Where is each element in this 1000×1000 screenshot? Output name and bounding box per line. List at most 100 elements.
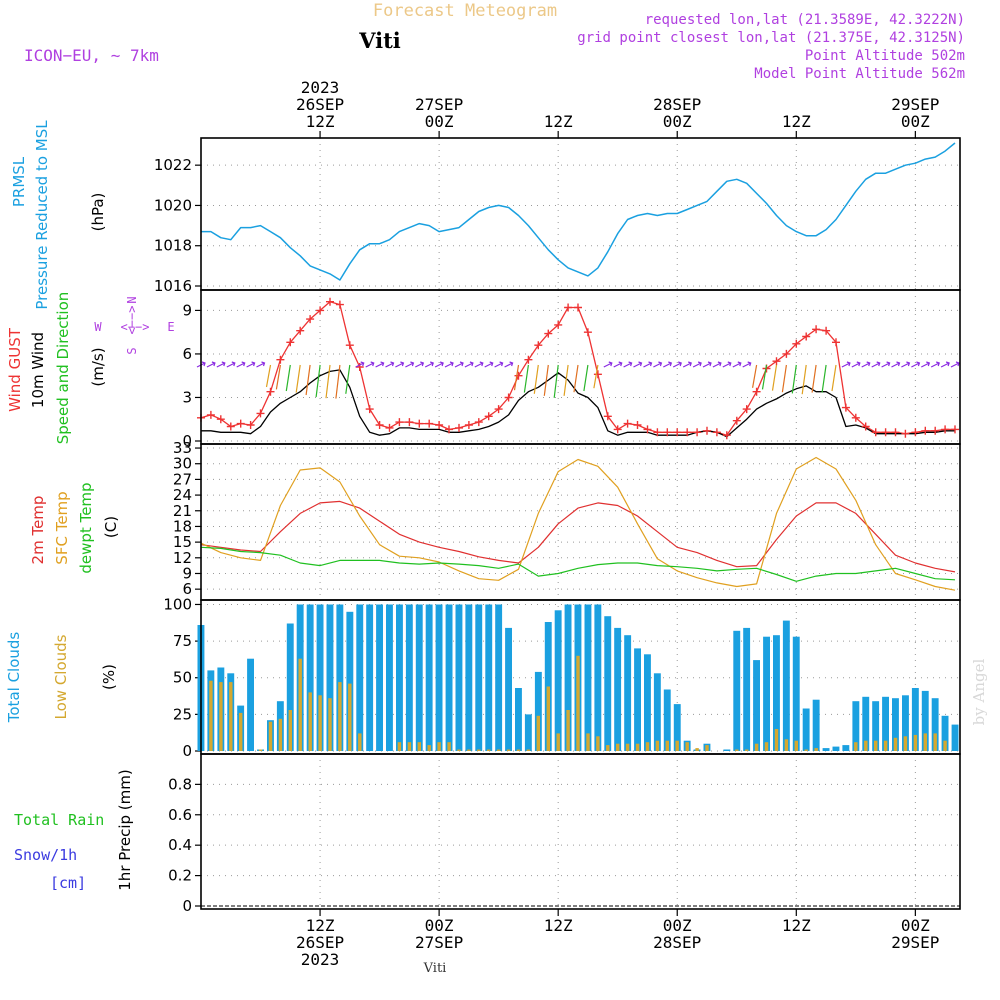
gust-marker <box>335 300 344 309</box>
gust-marker <box>802 332 811 341</box>
gust-marker <box>891 428 900 437</box>
total-cloud-bar <box>247 658 254 751</box>
direction-arrow <box>365 361 375 368</box>
direction-arrow <box>573 364 579 393</box>
temp-unit: (C) <box>102 516 120 538</box>
low-cloud-bar <box>754 743 759 751</box>
direction-arrow <box>355 361 365 368</box>
gust-label: Wind GUST <box>6 327 24 412</box>
total-cloud-bar <box>624 635 632 751</box>
total-cloud-bar <box>584 604 592 751</box>
total-cloud-bar <box>872 701 880 751</box>
gust-marker <box>901 429 910 438</box>
y-tick-label: 100 <box>163 595 192 613</box>
direction-arrow <box>781 364 787 393</box>
gust-marker <box>375 421 384 429</box>
direction-arrow <box>504 361 514 368</box>
direction-arrow <box>881 361 891 368</box>
total-cloud-bar <box>425 604 433 751</box>
gust-marker <box>236 419 245 428</box>
direction-arrow <box>692 361 702 368</box>
compass-rose: W <−−> E N <−−> S <box>94 296 174 354</box>
gust-marker <box>822 326 831 335</box>
direction-arrow <box>474 361 484 368</box>
gust-marker <box>226 422 235 431</box>
low-cloud-bar <box>258 749 263 751</box>
total-cloud-bar <box>346 611 354 751</box>
gust-marker <box>792 339 801 348</box>
low-cloud-bar <box>477 749 481 751</box>
pressure-label-2: Pressure Reduced to MSL <box>33 120 51 310</box>
total-cloud-bar <box>743 627 751 751</box>
low-cloud-bar <box>923 733 927 751</box>
y-tick-label: 30 <box>173 455 192 473</box>
low-cloud-bar <box>546 686 550 751</box>
x-tick-label-bottom: 29SEP <box>891 933 939 952</box>
low-cloud-bar <box>913 734 918 751</box>
direction-arrow <box>444 361 454 368</box>
x-tick-label-bottom: 00Z <box>901 916 930 935</box>
gridpoint-coords: grid point closest lon,lat (21.375E, 42.… <box>577 30 965 46</box>
direction-arrow <box>265 364 272 388</box>
low-cloud-bar <box>635 743 640 751</box>
total-cloud-bar <box>475 604 483 751</box>
total-cloud-bar <box>653 673 661 751</box>
x-tick-label-bottom: 27SEP <box>415 933 463 952</box>
direction-arrow <box>921 361 931 368</box>
direction-arrow <box>712 361 722 368</box>
model-altitude: Model Point Altitude 562m <box>754 66 965 82</box>
compass-w: W <box>94 320 102 334</box>
clouds-unit: (%) <box>100 664 118 690</box>
total-cloud-bar <box>763 636 770 751</box>
gust-marker <box>455 423 463 432</box>
y-tick-label: 50 <box>173 669 192 687</box>
temp2m-label: 2m Temp <box>29 496 47 565</box>
wind-line <box>201 369 955 438</box>
low-cloud-bar <box>784 739 789 751</box>
total-cloud-bar <box>822 748 830 751</box>
x-tick-label-bottom: 26SEP <box>296 933 344 952</box>
low-cloud-bar <box>566 710 570 751</box>
x-tick-label-top: 12Z <box>306 112 335 131</box>
total-cloud-bar <box>792 636 800 751</box>
y-tick-label: 1022 <box>154 156 192 174</box>
gust-marker <box>415 419 424 428</box>
direction-arrow <box>653 361 663 368</box>
direction-arrow <box>494 361 504 368</box>
low-cloud-bar <box>516 749 521 751</box>
total-cloud-bar <box>951 724 959 751</box>
total-cloud-bar <box>753 660 760 751</box>
total-cloud-bar <box>614 627 622 751</box>
low-cloud-bar <box>397 742 402 751</box>
gust-marker <box>425 419 434 428</box>
gust-marker <box>345 341 354 350</box>
gust-marker <box>564 303 573 312</box>
pressure-label-1: PRMSL <box>10 156 28 207</box>
gust-marker <box>474 418 483 427</box>
compass-ew-arrow: <−−> <box>121 320 150 334</box>
gust-marker <box>326 297 334 306</box>
low-cloud-bar <box>893 737 898 751</box>
low-cloud-bar <box>586 733 590 751</box>
direction-arrow <box>811 364 817 393</box>
direction-arrow <box>375 361 385 368</box>
direction-arrow <box>722 361 732 368</box>
low-cloud-bar <box>437 742 441 751</box>
direction-arrow <box>901 361 911 368</box>
y-tick-label: 15 <box>173 533 192 551</box>
total-cloud-bar <box>465 604 473 751</box>
gust-marker <box>276 355 285 364</box>
low-cloud-bar <box>794 740 798 751</box>
gust-marker <box>266 387 275 396</box>
precip-label: 1hr Precip (mm) <box>116 769 134 890</box>
y-tick-label: 6 <box>182 345 192 363</box>
gust-marker <box>554 320 563 329</box>
total-cloud-bar <box>723 749 731 751</box>
total-cloud-bar <box>862 696 870 751</box>
low-cloud-bar <box>457 749 461 751</box>
low-cloud-bar <box>407 742 412 751</box>
direction-arrow <box>663 361 673 368</box>
direction-arrow <box>643 361 653 368</box>
y-tick-label: 33 <box>173 439 192 457</box>
